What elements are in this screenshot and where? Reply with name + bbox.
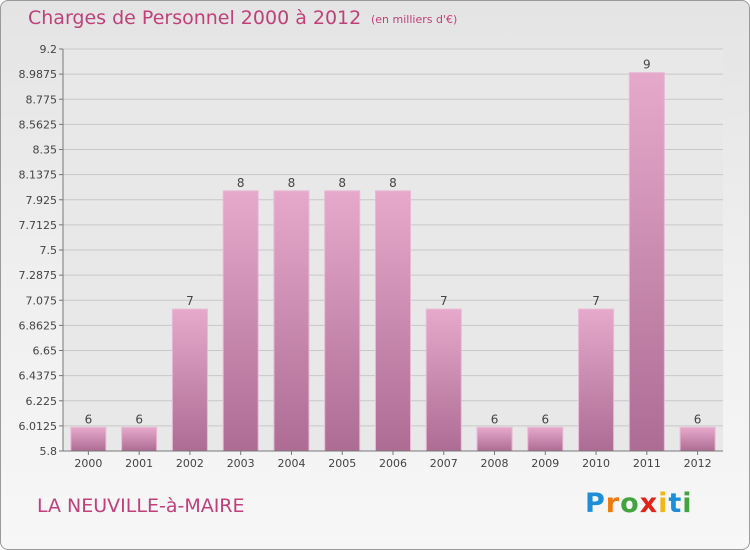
logo-letter: x bbox=[639, 488, 659, 519]
bar-value-label: 6 bbox=[541, 412, 549, 426]
logo-letter: r bbox=[605, 488, 621, 519]
chart-title: Charges de Personnel 2000 à 2012 bbox=[28, 7, 362, 29]
y-tick-label: 7.925 bbox=[26, 194, 58, 207]
x-tick-label: 2002 bbox=[176, 457, 204, 470]
bar bbox=[679, 426, 716, 452]
y-tick-label: 7.2875 bbox=[19, 269, 58, 282]
bar-value-label: 6 bbox=[135, 412, 143, 426]
bar bbox=[121, 426, 158, 452]
x-tick-label: 2010 bbox=[582, 457, 610, 470]
bar bbox=[476, 426, 513, 452]
x-tick-label: 2005 bbox=[328, 457, 356, 470]
x-tick-label: 2003 bbox=[227, 457, 255, 470]
x-tick-label: 2000 bbox=[74, 457, 102, 470]
proxiti-logo: Proxiti bbox=[585, 488, 693, 519]
bar-value-label: 6 bbox=[694, 412, 702, 426]
x-tick-label: 2004 bbox=[277, 457, 305, 470]
y-tick-label: 9.2 bbox=[40, 43, 58, 56]
x-tick-label: 2007 bbox=[430, 457, 458, 470]
bar bbox=[273, 190, 310, 452]
x-tick-label: 2008 bbox=[481, 457, 509, 470]
bar bbox=[70, 426, 107, 452]
y-tick-label: 8.775 bbox=[26, 93, 58, 106]
x-tick-label: 2001 bbox=[125, 457, 153, 470]
bar bbox=[222, 190, 259, 452]
bar bbox=[578, 308, 615, 452]
x-tick-label: 2009 bbox=[531, 457, 559, 470]
bar-value-label: 8 bbox=[288, 176, 296, 190]
bar bbox=[324, 190, 361, 452]
y-tick-label: 7.5 bbox=[40, 244, 58, 257]
y-tick-label: 8.1375 bbox=[19, 169, 58, 182]
y-tick-label: 6.8625 bbox=[19, 319, 58, 332]
y-tick-label: 7.7125 bbox=[19, 219, 58, 232]
bar-value-label: 9 bbox=[643, 58, 651, 72]
y-tick-label: 6.225 bbox=[26, 395, 58, 408]
bar bbox=[425, 308, 462, 452]
y-tick-label: 8.5625 bbox=[19, 118, 58, 131]
bar bbox=[375, 190, 411, 452]
bars bbox=[70, 72, 716, 452]
y-tick-label: 6.4375 bbox=[19, 370, 58, 383]
bar bbox=[628, 72, 665, 452]
bar-value-label: 7 bbox=[440, 294, 448, 308]
logo-letter: i bbox=[682, 488, 693, 519]
x-tick-label: 2011 bbox=[633, 457, 661, 470]
bar bbox=[527, 426, 564, 452]
y-tick-label: 8.9875 bbox=[19, 68, 58, 81]
y-tick-label: 8.35 bbox=[33, 144, 58, 157]
bar-value-label: 6 bbox=[85, 412, 93, 426]
bar bbox=[171, 308, 208, 452]
bar-value-label: 8 bbox=[237, 176, 245, 190]
commune-name: LA NEUVILLE-à-MAIRE bbox=[37, 495, 245, 517]
labels: 9.2 8.9875 8.775 8.5625 8.35 8.1375 7.925 7.712… bbox=[19, 43, 712, 470]
logo-letter: i bbox=[658, 488, 669, 519]
y-tick-label: 6.65 bbox=[33, 345, 58, 358]
bar-value-label: 8 bbox=[338, 176, 346, 190]
chart-subtitle: (en milliers d'€) bbox=[371, 13, 458, 26]
bar-value-label: 7 bbox=[186, 294, 194, 308]
y-tick-label: 5.8 bbox=[40, 445, 58, 458]
bar-value-label: 6 bbox=[491, 412, 499, 426]
x-tick-label: 2006 bbox=[379, 457, 407, 470]
logo-letter: o bbox=[620, 488, 640, 519]
axes bbox=[59, 48, 723, 455]
logo-letter: t bbox=[668, 488, 683, 519]
y-tick-label: 6.0125 bbox=[19, 420, 58, 433]
bar-value-label: 8 bbox=[389, 176, 397, 190]
y-tick-label: 7.075 bbox=[26, 294, 58, 307]
x-tick-label: 2012 bbox=[684, 457, 712, 470]
logo-letter: P bbox=[585, 488, 606, 519]
bar-value-label: 7 bbox=[592, 294, 600, 308]
